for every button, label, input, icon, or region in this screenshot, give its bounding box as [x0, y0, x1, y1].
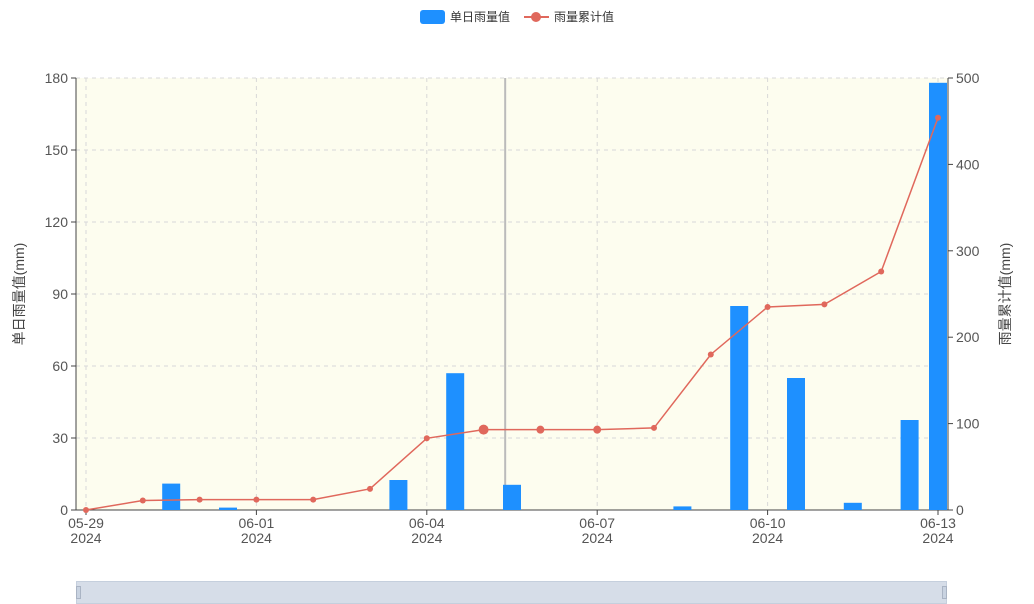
zoom-handle-right[interactable]	[942, 586, 947, 599]
y-left-tick-label: 180	[45, 70, 69, 86]
legend-line-swatch	[524, 10, 549, 24]
x-tick-label-date: 06-04	[409, 515, 445, 531]
x-tick-label-date: 05-29	[68, 515, 104, 531]
legend-label-cumulative: 雨量累计值	[554, 10, 615, 24]
point-cumulative-rainfall	[651, 424, 657, 431]
bar-daily-rainfall	[446, 373, 465, 510]
point-cumulative-rainfall	[253, 496, 260, 503]
point-cumulative-rainfall	[423, 435, 430, 442]
bar-daily-rainfall	[730, 306, 749, 510]
y-left-tick-label: 90	[52, 286, 68, 302]
point-cumulative-rainfall	[764, 303, 771, 310]
y-left-axis-title: 单日雨量值(mm)	[11, 243, 27, 346]
point-cumulative-rainfall	[196, 496, 203, 503]
x-tick-label-date: 06-10	[750, 515, 786, 531]
point-cumulative-rainfall	[536, 425, 545, 434]
point-cumulative-rainfall	[707, 351, 714, 358]
point-cumulative-rainfall	[593, 425, 602, 434]
legend: 单日雨量值 雨量累计值	[0, 8, 1034, 25]
bar-daily-rainfall	[219, 507, 237, 510]
x-tick-label-year: 2024	[582, 530, 613, 546]
point-cumulative-rainfall	[935, 114, 941, 121]
y-right-tick-label: 100	[956, 416, 980, 432]
y-left-tick-label: 150	[45, 142, 69, 158]
x-tick-label-date: 06-01	[238, 515, 274, 531]
y-left-tick-label: 30	[52, 430, 68, 446]
y-left-tick-label: 60	[52, 358, 68, 374]
y-right-tick-label: 200	[956, 329, 980, 345]
x-tick-label-year: 2024	[922, 530, 953, 546]
bar-daily-rainfall	[787, 378, 805, 510]
x-tick-label-year: 2024	[411, 530, 442, 546]
bar-daily-rainfall	[843, 502, 862, 510]
y-left-tick-label: 0	[60, 502, 68, 518]
legend-label-daily: 单日雨量值	[449, 10, 510, 24]
legend-item-cumulative-rainfall[interactable]: 雨量累计值	[524, 8, 614, 25]
x-tick-label-year: 2024	[70, 530, 101, 546]
y-right-axis-title: 雨量累计值(mm)	[997, 243, 1013, 346]
y-right-tick-label: 300	[956, 243, 980, 259]
rainfall-chart[interactable]: 0 30 60 90 120 150 180 0 100 200 300 400 500 单日雨量值(mm…	[0, 0, 1034, 580]
x-tick-label-date: 06-07	[579, 515, 615, 531]
zoom-handle-left[interactable]	[76, 586, 81, 599]
point-cumulative-rainfall	[310, 496, 317, 503]
point-cumulative-rainfall	[367, 485, 373, 492]
legend-bar-swatch	[419, 9, 445, 24]
point-cumulative-rainfall	[821, 301, 828, 308]
point-cumulative-rainfall	[478, 424, 489, 435]
data-zoom-slider[interactable]	[76, 581, 947, 604]
bar-daily-rainfall	[162, 483, 181, 510]
y-right-tick-label: 0	[956, 502, 964, 518]
bar-daily-rainfall	[673, 506, 692, 510]
bar-daily-rainfall	[503, 484, 521, 510]
point-cumulative-rainfall	[83, 507, 89, 513]
point-cumulative-rainfall	[878, 268, 885, 275]
x-tick-label-year: 2024	[752, 530, 783, 546]
y-left-tick-label: 120	[45, 214, 69, 230]
bar-daily-rainfall	[900, 420, 919, 510]
x-tick-label-year: 2024	[241, 530, 272, 546]
bar-daily-rainfall	[929, 82, 947, 511]
point-cumulative-rainfall	[139, 497, 146, 504]
y-right-tick-label: 500	[956, 70, 980, 86]
x-tick-label-date: 06-13	[920, 515, 956, 531]
y-right-tick-label: 400	[956, 156, 980, 172]
line-cumulative-rainfall	[85, 117, 939, 511]
bar-daily-rainfall	[389, 480, 408, 510]
legend-item-daily-rainfall[interactable]: 单日雨量值	[419, 8, 510, 25]
